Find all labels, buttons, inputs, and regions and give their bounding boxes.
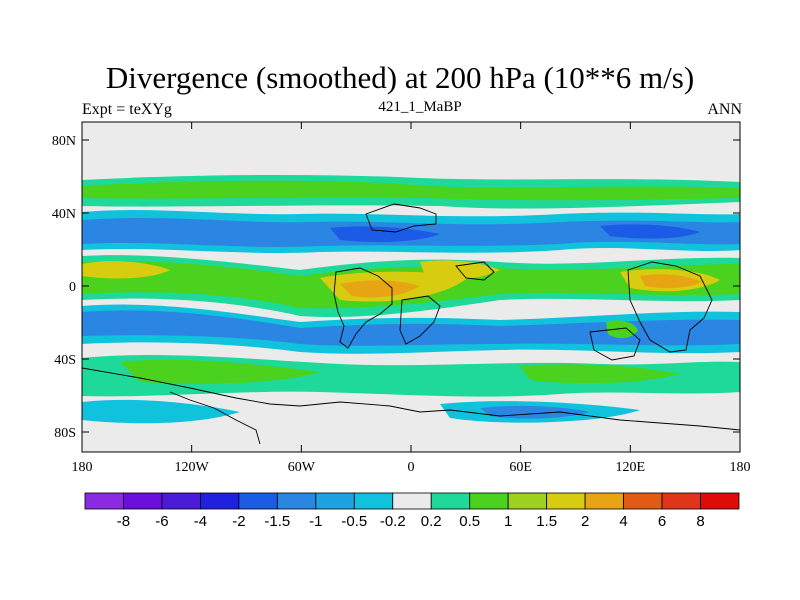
x-tick-label: 120W — [175, 460, 210, 475]
colorbar-label: 0.5 — [459, 513, 480, 530]
season-label: ANN — [707, 101, 742, 118]
colorbar-swatch — [507, 492, 548, 510]
contour-band — [82, 261, 170, 279]
contour-band — [606, 320, 638, 339]
colorbar-label: -8 — [117, 513, 130, 530]
colorbar-label: -0.5 — [341, 513, 367, 530]
colorbar-label: 0.2 — [421, 513, 442, 530]
coastline-australia — [589, 327, 641, 361]
coastline-asia — [455, 261, 495, 281]
coastline-africa-south — [399, 295, 441, 345]
contour-band — [330, 226, 440, 242]
colorbar-swatch — [238, 492, 278, 510]
colorbar-label: 1 — [504, 513, 512, 530]
colorbar-label: 2 — [581, 513, 589, 530]
colorbar-label: 4 — [619, 513, 627, 530]
y-tick-label: 80S — [54, 426, 76, 441]
colorbar-swatch — [161, 492, 201, 510]
coastline-south-america — [333, 267, 393, 349]
colorbar-swatch — [276, 492, 317, 510]
coastline-antarctic-shelf — [169, 391, 261, 445]
x-tick-label: 120E — [616, 460, 646, 475]
y-tick-label: 0 — [69, 280, 76, 295]
colorbar-swatch — [200, 492, 240, 510]
contour-band — [82, 180, 740, 201]
y-tick-label: 40S — [54, 353, 76, 368]
experiment-label: Expt = teXYg — [82, 101, 172, 118]
colorbar-swatch — [392, 492, 432, 510]
contour-band — [520, 364, 680, 384]
contour-band — [82, 399, 240, 424]
colorbar-swatch — [430, 492, 471, 510]
x-tick-label: 0 — [408, 460, 415, 475]
colorbar-swatch — [123, 492, 163, 510]
contour-band — [340, 280, 420, 298]
map-panel — [82, 122, 740, 452]
y-tick-label: 40N — [52, 207, 76, 222]
y-tick-label: 80N — [52, 134, 76, 149]
colorbar-swatch — [84, 492, 124, 510]
colorbar-label: -0.2 — [380, 513, 406, 530]
contour-band — [82, 310, 740, 346]
colorbar-swatch — [661, 492, 701, 510]
colorbar-swatch — [584, 492, 624, 510]
x-tick-label: 180 — [730, 460, 751, 475]
colorbar-swatch — [546, 492, 586, 510]
contour-band — [640, 274, 702, 289]
coastline-indonesia — [627, 261, 713, 353]
x-tick-label: 60W — [288, 460, 316, 475]
colorbar: -8 -6 -4 -2 -1.5 -1 -0.5 -0.2 0.2 0.5 1 1.5 2 4 6 8 — [84, 492, 740, 530]
coastline-antarctica — [82, 367, 740, 431]
colorbar-swatch — [700, 492, 740, 510]
x-axis: 180 120W 60W 0 60E 120E 180 — [72, 122, 751, 475]
contour-band — [120, 359, 320, 384]
colorbar-label: -6 — [155, 513, 168, 530]
colorbar-label: -4 — [194, 513, 207, 530]
contour-band — [600, 224, 700, 239]
colorbar-swatch — [623, 492, 663, 510]
colorbar-label: -1 — [309, 513, 322, 530]
colorbar-swatch — [315, 492, 355, 510]
colorbar-label: -1.5 — [264, 513, 290, 530]
colorbar-label: -2 — [232, 513, 245, 530]
x-tick-label: 60E — [509, 460, 532, 475]
colorbar-label: 8 — [696, 513, 704, 530]
coastline-africa — [365, 203, 437, 233]
x-tick-label: 180 — [72, 460, 93, 475]
contour-band — [420, 260, 500, 280]
colorbar-swatch — [469, 492, 509, 510]
map-title: Divergence (smoothed) at 200 hPa (10**6 … — [105, 60, 695, 95]
coastlines — [82, 203, 740, 445]
colorbar-label: 1.5 — [536, 513, 557, 530]
colorbar-label: 6 — [658, 513, 666, 530]
colorbar-swatch — [353, 492, 394, 510]
case-label: 421_1_MaBP — [378, 99, 462, 115]
y-axis: 80N 40N 0 40S 80S — [52, 134, 740, 441]
